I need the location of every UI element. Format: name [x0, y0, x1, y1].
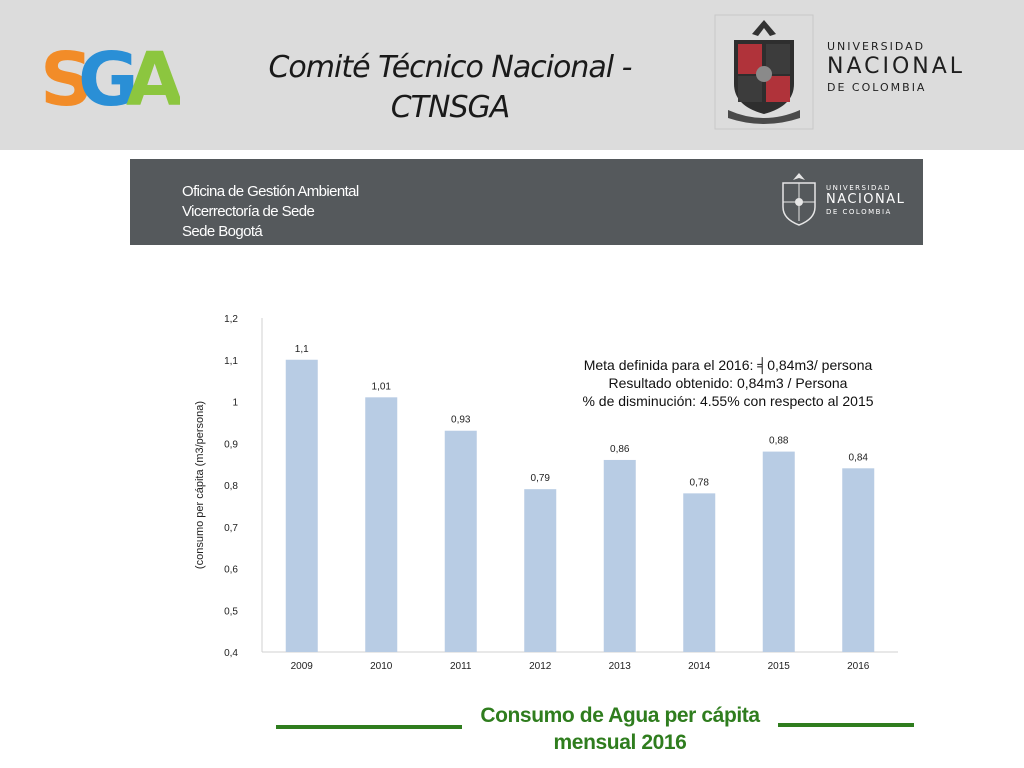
banner-university-line2: NACIONAL: [826, 192, 906, 207]
university-name-line1: UNIVERSIDAD: [827, 40, 926, 53]
university-name: UNIVERSIDAD NACIONAL DE COLOMBIA: [827, 40, 965, 94]
caption-line1: Consumo de Agua per cápita: [480, 704, 760, 727]
office-line1: Oficina de Gestión Ambiental: [182, 183, 359, 200]
svg-text:A: A: [126, 37, 180, 113]
data-label-2016: 0,84: [849, 452, 869, 463]
banner-university-crest: [782, 173, 816, 226]
y-tick-label: 0,8: [224, 481, 238, 492]
university-name-line2: NACIONAL: [827, 54, 966, 79]
data-label-2011: 0,93: [451, 415, 471, 426]
y-tick-label: 1: [232, 398, 238, 409]
banner-university-line3: DE COLOMBIA: [826, 208, 892, 216]
x-tick-label-2010: 2010: [370, 661, 393, 672]
bar-2014: [683, 493, 716, 652]
office-line2: Vicerrectoría de Sede: [182, 203, 315, 220]
data-label-2014: 0,78: [690, 477, 710, 488]
caption-rule-right: [778, 723, 914, 727]
header-band: [0, 0, 1024, 150]
banner-university-name: UNIVERSIDAD NACIONAL DE COLOMBIA: [826, 184, 905, 216]
slide-title: Comité Técnico Nacional - CTNSGA: [240, 48, 660, 128]
svg-text:G: G: [78, 37, 134, 113]
data-label-2010: 1,01: [372, 381, 392, 392]
caption-line2: mensual 2016: [553, 731, 687, 754]
y-tick-label: 0,6: [224, 565, 238, 576]
goal-annotation: Meta definida para el 2016: ╡0,84m3/ per…: [540, 356, 916, 410]
plot-area: 0,4 0,5 0,6 0,7 0,8 0,9 1 1,1 1,2 (consumo per cá…: [194, 314, 898, 672]
office-banner: Oficina de Gestión Ambiental Vicerrector…: [130, 159, 923, 245]
data-label-2009: 1,1: [295, 344, 309, 355]
data-label-2013: 0,86: [610, 444, 630, 455]
data-label-2015: 0,88: [769, 436, 789, 447]
data-label-2012: 0,79: [531, 473, 551, 484]
x-tick-label-2009: 2009: [291, 661, 314, 672]
office-line3: Sede Bogotá: [182, 223, 263, 240]
annotation-goal: Meta definida para el 2016: ╡0,84m3/ per…: [583, 357, 873, 373]
bar-2012: [524, 489, 557, 652]
x-tick-label-2016: 2016: [847, 661, 870, 672]
banner-university-line1: UNIVERSIDAD: [826, 184, 891, 192]
bar-2016: [842, 468, 875, 652]
y-tick-label: 0,4: [224, 648, 238, 659]
y-tick-label: 1,2: [224, 314, 238, 325]
svg-text:S: S: [40, 37, 88, 113]
y-tick-label: 0,5: [224, 606, 238, 617]
bar-2011: [444, 430, 477, 652]
university-crest: [714, 14, 814, 130]
bar-2015: [762, 451, 795, 652]
y-axis-label: (consumo per cápita (m3/persona): [194, 401, 206, 569]
office-text: Oficina de Gestión Ambiental Vicerrector…: [182, 182, 359, 242]
y-tick-label: 0,9: [224, 439, 238, 450]
x-tick-label-2014: 2014: [688, 661, 711, 672]
x-tick-label-2013: 2013: [609, 661, 632, 672]
x-tick-label-2015: 2015: [768, 661, 791, 672]
chart-caption: Consumo de Agua per cápita mensual 2016: [460, 702, 780, 756]
bar-2013: [603, 459, 636, 652]
slide-title-line2: CTNSGA: [390, 90, 511, 125]
y-tick-label: 1,1: [224, 356, 238, 367]
y-tick-label: 0,7: [224, 523, 238, 534]
x-tick-label-2011: 2011: [450, 661, 472, 672]
slide-title-line1: Comité Técnico Nacional -: [268, 50, 632, 85]
caption-rule-left: [276, 725, 462, 729]
university-name-line3: DE COLOMBIA: [827, 81, 927, 94]
bar-2009: [285, 359, 318, 652]
annotation-reduction: % de disminución: 4.55% con respecto al …: [582, 393, 874, 409]
x-tick-label-2012: 2012: [529, 661, 552, 672]
annotation-result: Resultado obtenido: 0,84m3 / Persona: [608, 375, 848, 391]
bar-2010: [365, 397, 398, 652]
sga-logo: S G A: [40, 37, 180, 113]
